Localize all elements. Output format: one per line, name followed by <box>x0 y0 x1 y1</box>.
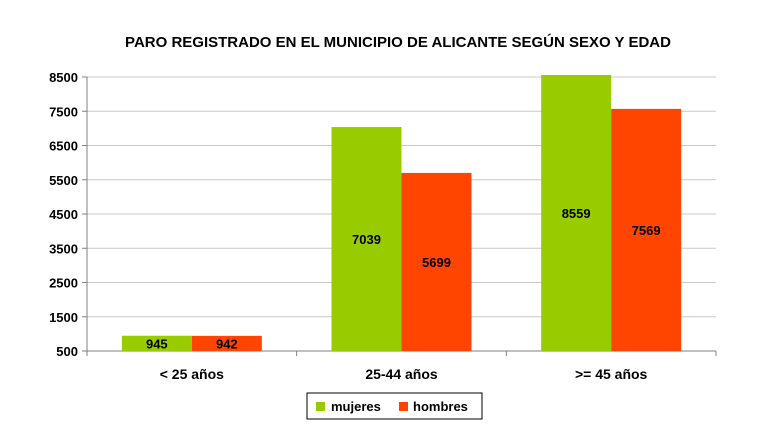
y-tick-label: 1500 <box>49 310 78 325</box>
data-labels: 945 942 7039 5699 8559 7569 <box>146 206 661 351</box>
legend-label-mujeres: mujeres <box>331 399 381 414</box>
legend: mujeres hombres <box>306 392 483 420</box>
y-tick-label: 2500 <box>49 276 78 291</box>
x-tick-label: 25-44 años <box>365 366 438 382</box>
y-tick-label: 8500 <box>49 70 78 85</box>
bar-mujeres <box>121 335 192 351</box>
y-tick-label: 5500 <box>49 173 78 188</box>
data-label: 8559 <box>562 206 591 221</box>
bar-hombres <box>611 108 682 351</box>
data-label: 5699 <box>422 255 451 270</box>
data-label: 7039 <box>352 232 381 247</box>
bar-hombres <box>401 172 472 351</box>
y-tick-label: 4500 <box>49 207 78 222</box>
legend-box <box>306 392 483 420</box>
data-label: 945 <box>146 336 168 351</box>
bars <box>121 74 682 352</box>
x-tick-label: < 25 años <box>160 366 224 382</box>
chart-title: PARO REGISTRADO EN EL MUNICIPIO DE ALICA… <box>125 33 671 51</box>
data-label: 942 <box>216 336 238 351</box>
y-tick-label: 500 <box>56 344 78 359</box>
bar-hombres <box>191 335 262 351</box>
y-tick-label: 3500 <box>49 241 78 256</box>
bar-mujeres <box>541 74 612 351</box>
legend-label-hombres: hombres <box>413 399 468 414</box>
x-tick-label: >= 45 años <box>575 366 648 382</box>
legend-swatch-hombres <box>399 402 408 411</box>
data-label: 7569 <box>632 223 661 238</box>
bar-mujeres <box>331 127 402 352</box>
y-tick-label: 7500 <box>49 104 78 119</box>
legend-swatch-mujeres <box>316 402 325 411</box>
y-tick-label: 6500 <box>49 139 78 154</box>
